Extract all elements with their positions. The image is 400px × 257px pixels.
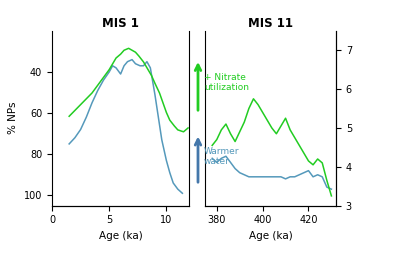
X-axis label: Age (ka): Age (ka)	[99, 231, 142, 241]
Text: + Nitrate
utilization: + Nitrate utilization	[204, 72, 249, 92]
Text: Warmer
water: Warmer water	[204, 147, 240, 167]
X-axis label: Age (ka): Age (ka)	[249, 231, 292, 241]
Title: MIS 11: MIS 11	[248, 17, 293, 30]
Y-axis label: % NPs: % NPs	[8, 102, 18, 134]
Title: MIS 1: MIS 1	[102, 17, 139, 30]
